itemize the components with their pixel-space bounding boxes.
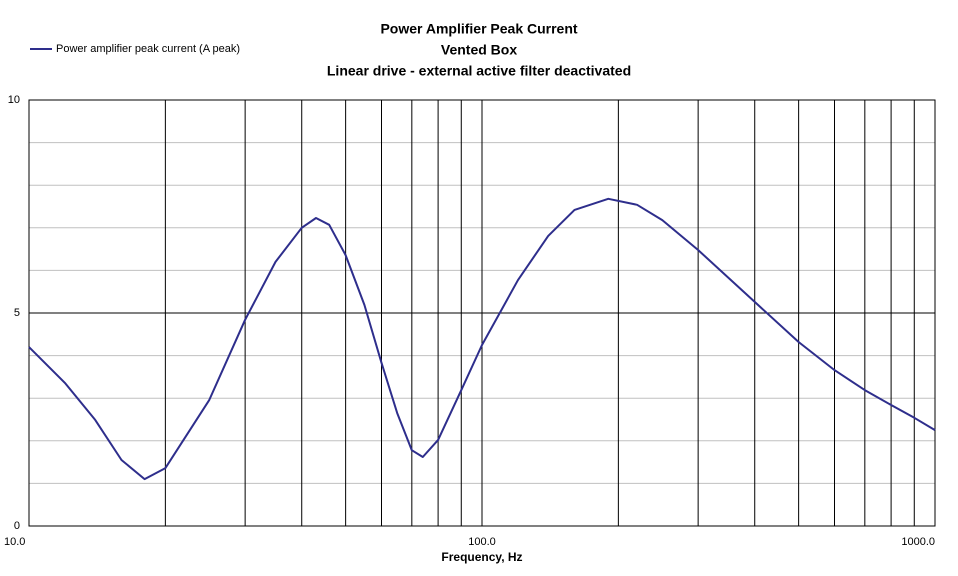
y-tick-label: 0 (14, 520, 20, 532)
plot-border (28, 99, 936, 527)
x-tick-label: 10.0 (4, 536, 25, 548)
chart-title: Power Amplifier Peak Current (380, 21, 577, 37)
chart-subtitle: Linear drive - external active filter de… (327, 63, 631, 79)
legend-label: Power amplifier peak current (A peak) (56, 43, 240, 55)
x-axis-label: Frequency, Hz (441, 550, 522, 564)
chart-subtitle: Vented Box (441, 42, 517, 58)
data-line (28, 197, 936, 481)
y-tick-label: 10 (8, 94, 20, 106)
y-tick-label: 5 (14, 307, 20, 319)
x-tick-label: 1000.0 (901, 536, 935, 548)
x-tick-label: 100.0 (468, 536, 496, 548)
